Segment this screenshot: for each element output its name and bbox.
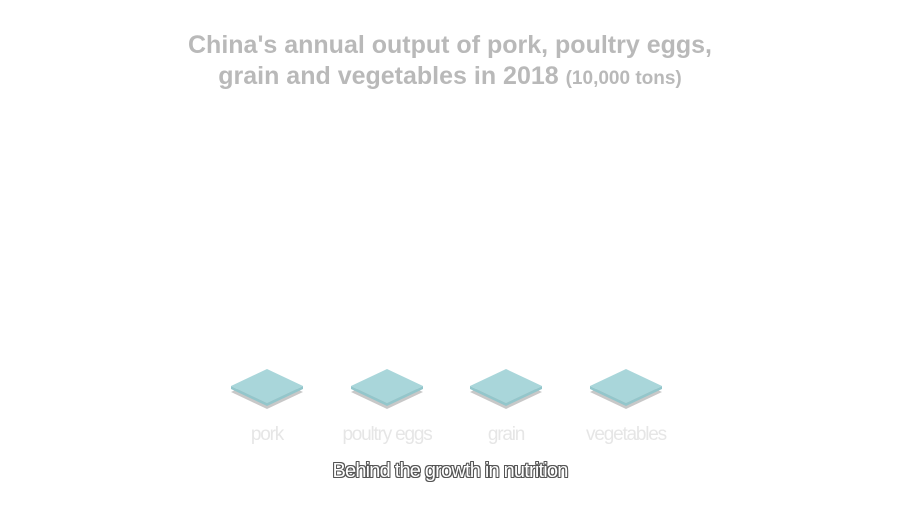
bar-top xyxy=(351,369,423,403)
category-label: grain xyxy=(487,424,525,445)
video-subtitle: Behind the growth in nutrition xyxy=(332,460,568,482)
bar-top xyxy=(470,369,542,403)
chart-title: China's annual output of pork, poultry e… xyxy=(0,30,900,94)
bar-base-grain xyxy=(470,369,542,409)
category-label: poultry eggs xyxy=(342,424,432,445)
bar-top xyxy=(590,369,662,403)
bar-base-vegetables xyxy=(590,369,662,409)
category-label: pork xyxy=(250,424,284,445)
bar-top xyxy=(231,369,303,403)
category-label: vegetables xyxy=(586,424,667,445)
title-line-2: grain and vegetables in 2018 (10,000 ton… xyxy=(0,61,900,94)
bar-base-pork xyxy=(231,369,303,409)
bar-base-poultry-eggs xyxy=(351,369,423,409)
title-line-2-text: grain and vegetables in 2018 xyxy=(218,62,559,90)
unit-label: (10,000 tons) xyxy=(565,68,682,89)
title-line-1: China's annual output of pork, poultry e… xyxy=(188,31,712,59)
